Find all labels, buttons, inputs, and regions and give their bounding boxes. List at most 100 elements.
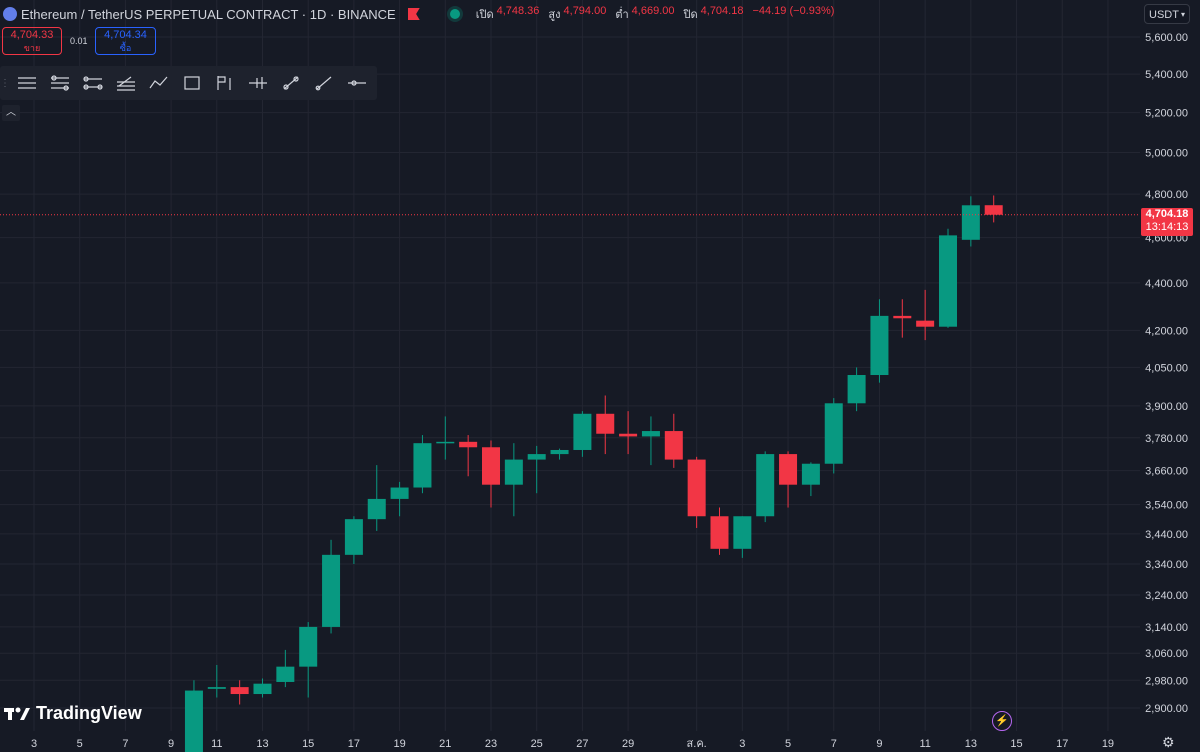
candle — [801, 462, 820, 497]
spread-value: 0.01 — [70, 36, 88, 46]
sell-price: 4,704.33 — [10, 29, 54, 41]
currency-selector[interactable]: USDT ▾ — [1144, 4, 1190, 24]
collapse-chevron-up-icon[interactable]: ︿ — [2, 105, 20, 121]
open-label: เปิด — [475, 9, 494, 21]
price-axis[interactable]: 2,900.00 2,980.00 3,060.00 3,140.00 3,240.00… — [1145, 32, 1188, 715]
candle — [322, 539, 341, 634]
symbol-title[interactable]: Ethereum / TetherUS PERPETUAL CONTRACT ·… — [21, 6, 396, 22]
candle-body — [573, 413, 592, 450]
candle — [596, 395, 615, 455]
candle — [344, 516, 363, 564]
candle — [299, 622, 318, 698]
flag-icon[interactable] — [208, 67, 241, 99]
low-label: ต่ำ — [615, 9, 629, 21]
drawing-toolbar: ⋮ — [0, 66, 377, 100]
candle-body — [184, 690, 203, 752]
candle — [756, 451, 775, 523]
candle-body — [459, 441, 478, 448]
parallel-lines-icon[interactable] — [10, 67, 43, 99]
candle-body — [436, 441, 455, 444]
time-tick-label: 19 — [1102, 738, 1114, 750]
chevron-down-icon: ▾ — [1180, 10, 1185, 19]
candle-body — [870, 315, 889, 376]
price-tick-label: 3,060.00 — [1145, 648, 1188, 660]
low-value: 4,669.00 — [631, 5, 675, 17]
candle-body — [916, 320, 935, 327]
candle — [436, 416, 455, 460]
time-axis[interactable]: 3 5 7 9 11 13 15 17 19 21 23 25 27 29 ส.ค. 3 5 7 9 11 13 15 17… — [31, 738, 1114, 750]
candle-body — [253, 683, 272, 695]
price-tick-label: 5,600.00 — [1145, 32, 1188, 44]
candle — [276, 649, 295, 688]
candle-body — [824, 403, 843, 464]
time-tick-label: 19 — [393, 738, 405, 750]
price-tick-label: 2,900.00 — [1145, 703, 1188, 715]
rectangle-icon[interactable] — [175, 67, 208, 99]
gear-icon[interactable]: ⚙ — [1162, 734, 1175, 750]
horizontal-lines-icon[interactable] — [43, 67, 76, 99]
candle-body — [322, 554, 341, 627]
candle — [367, 465, 386, 531]
candle-body — [367, 498, 386, 520]
price-tick-label: 3,140.00 — [1145, 622, 1188, 634]
market-status-icon — [449, 9, 460, 19]
ray-icon[interactable] — [307, 67, 340, 99]
buy-label: ซื้อ — [119, 43, 132, 53]
time-tick-label: 27 — [576, 738, 588, 750]
bar-countdown: 13:14:13 — [1145, 221, 1189, 233]
price-tick-label: 3,240.00 — [1145, 590, 1188, 602]
candle — [641, 416, 660, 466]
lightning-icon[interactable]: ⚡ — [992, 711, 1012, 731]
candle — [984, 195, 1003, 223]
candle-body — [482, 447, 500, 485]
price-tick-label: 4,400.00 — [1145, 278, 1188, 290]
time-tick-label: 17 — [1056, 738, 1068, 750]
tradingview-logo-icon — [4, 707, 30, 720]
price-tick-label: 4,800.00 — [1145, 189, 1188, 201]
candle-body — [299, 626, 318, 667]
flag-icon[interactable] — [407, 8, 420, 20]
candle-body — [230, 687, 249, 695]
tradingview-logo[interactable]: TradingView — [4, 703, 142, 724]
candle — [550, 448, 569, 460]
candle — [710, 507, 729, 555]
horizontal-ray-icon[interactable] — [340, 67, 373, 99]
polyline-icon[interactable] — [142, 67, 175, 99]
time-tick-label: 13 — [965, 738, 977, 750]
fib-icon[interactable] — [109, 67, 142, 99]
candle — [939, 228, 957, 328]
sell-label: ขาย — [23, 43, 41, 53]
time-tick-label: 5 — [77, 738, 83, 750]
candles — [184, 195, 1003, 752]
candle-body — [733, 516, 752, 549]
high-label: สูง — [548, 9, 561, 21]
candle-body — [687, 459, 706, 517]
last-price-value: 4,704.18 — [1145, 208, 1189, 220]
candle-body — [527, 454, 546, 460]
candle-body — [207, 687, 226, 689]
price-tick-label: 3,540.00 — [1145, 500, 1188, 512]
candle — [916, 289, 935, 341]
time-tick-label: 3 — [31, 738, 37, 750]
price-tick-label: 5,000.00 — [1145, 148, 1188, 160]
candle-body — [961, 205, 980, 240]
candle-body — [756, 454, 775, 517]
candle-body — [847, 375, 866, 404]
fork-icon[interactable] — [241, 67, 274, 99]
candle-body — [390, 487, 409, 499]
chart-header: Ethereum / TetherUS PERPETUAL CONTRACT ·… — [0, 4, 840, 24]
buy-button[interactable]: 4,704.34 ซื้อ — [95, 27, 156, 55]
sell-button[interactable]: 4,704.33 ขาย — [2, 27, 62, 55]
drag-handle-icon[interactable]: ⋮ — [0, 77, 10, 89]
path-icon[interactable] — [274, 67, 307, 99]
ethereum-logo-icon — [3, 7, 17, 21]
time-tick-label: 9 — [876, 738, 882, 750]
time-tick-label: 3 — [739, 738, 745, 750]
channel-icon[interactable] — [76, 67, 109, 99]
candle — [847, 367, 866, 412]
candle-body — [779, 454, 798, 485]
candle — [207, 664, 226, 698]
candle — [893, 299, 912, 338]
price-tick-label: 3,340.00 — [1145, 559, 1188, 571]
